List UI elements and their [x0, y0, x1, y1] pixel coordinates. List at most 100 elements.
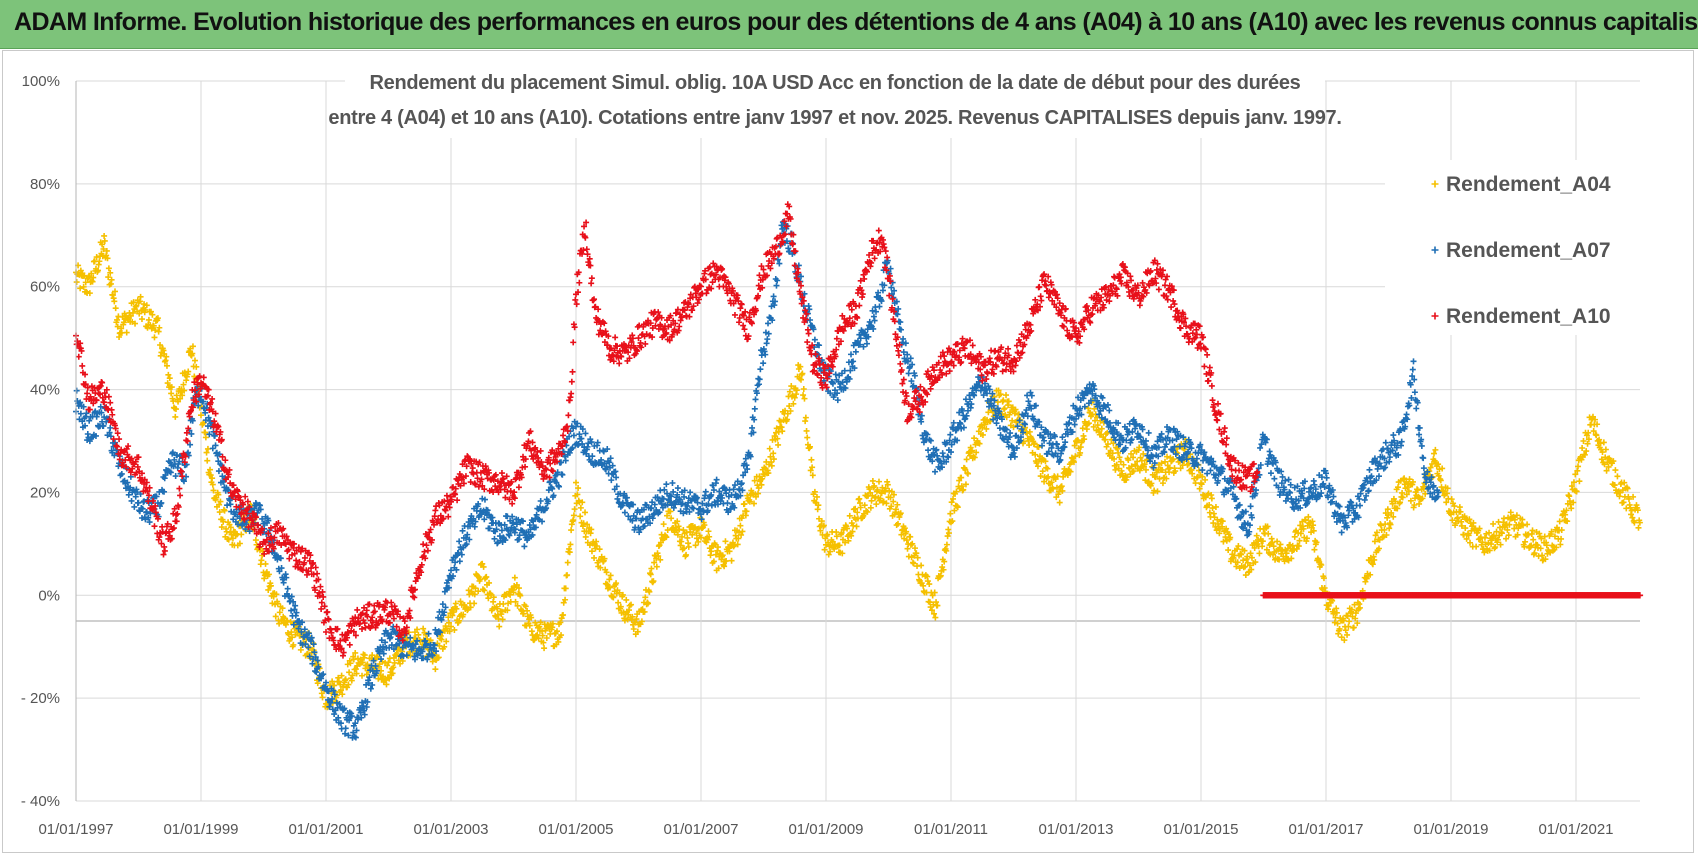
a04-point — [901, 525, 908, 532]
a04-point — [389, 670, 396, 677]
a04-point — [913, 550, 920, 557]
a04-point — [1576, 478, 1583, 485]
a04-point — [339, 691, 346, 698]
a04-point — [375, 675, 382, 682]
a04-point — [100, 246, 107, 253]
a04-point — [645, 600, 652, 607]
a04-point — [655, 553, 662, 560]
a04-point — [216, 509, 223, 516]
a04-point — [498, 608, 505, 615]
a04-point — [374, 653, 381, 660]
a04-point — [839, 550, 846, 557]
a04-point — [168, 390, 175, 397]
a04-point — [755, 490, 762, 497]
a04-point — [861, 502, 868, 509]
a04-point — [1382, 521, 1389, 528]
a04-point — [342, 676, 349, 683]
a04-point — [99, 241, 106, 248]
a04-point — [450, 609, 457, 616]
a07-point — [663, 481, 670, 488]
a04-point — [1311, 546, 1318, 553]
a04-point — [453, 605, 460, 612]
a04-point — [531, 636, 538, 643]
a04-point — [887, 494, 894, 501]
a04-point — [947, 510, 954, 517]
a10-point — [325, 616, 332, 623]
a04-point — [759, 475, 766, 482]
a07-point — [621, 509, 628, 516]
a04-point — [127, 312, 134, 319]
a04-point — [793, 387, 800, 394]
a04-point — [849, 528, 856, 535]
a04-point — [758, 481, 765, 488]
a07-point — [73, 387, 80, 394]
a04-point — [579, 499, 586, 506]
a04-point — [918, 562, 925, 569]
a07-point — [135, 499, 142, 506]
a04-point — [628, 601, 635, 608]
a04-point — [164, 380, 171, 387]
a04-point — [873, 501, 880, 508]
a04-point — [568, 527, 575, 534]
a07-point — [674, 485, 681, 492]
a04-point — [80, 283, 87, 290]
a04-point — [348, 677, 355, 684]
a04-point — [475, 588, 482, 595]
a04-point — [112, 305, 119, 312]
a04-point — [714, 544, 721, 551]
a04-point — [287, 618, 294, 625]
a04-point — [755, 485, 762, 492]
a04-point — [203, 449, 210, 456]
a04-point — [198, 412, 204, 419]
a04-point — [483, 573, 490, 580]
a04-point — [735, 535, 742, 542]
a04-point — [436, 642, 443, 649]
a04-point — [803, 427, 810, 434]
a04-point — [770, 456, 777, 463]
a04-point — [105, 265, 112, 272]
a04-point — [741, 500, 748, 507]
a04-point — [888, 488, 895, 495]
a04-point — [185, 368, 192, 375]
a04-point — [591, 554, 598, 561]
a04-point — [114, 316, 121, 323]
a04-point — [623, 596, 630, 603]
a04-point — [739, 528, 746, 535]
a07-point — [752, 396, 759, 403]
a04-point — [511, 574, 518, 581]
a07-point — [834, 397, 841, 404]
a04-point — [801, 395, 808, 402]
a04-point — [839, 536, 846, 543]
a04-point — [632, 619, 639, 626]
a04-point — [564, 559, 571, 566]
a10-point — [200, 374, 207, 381]
a04-point — [1001, 405, 1008, 412]
a04-point — [520, 610, 527, 617]
a04-point — [213, 494, 220, 501]
a04-point — [648, 565, 655, 572]
a04-point — [1473, 543, 1480, 550]
a04-point — [584, 521, 591, 528]
a07-point — [947, 431, 954, 438]
a04-point — [883, 500, 890, 507]
a04-point — [451, 626, 458, 633]
a04-point — [446, 628, 453, 635]
a04-point — [846, 512, 853, 519]
a04-point — [802, 414, 809, 421]
a04-point — [385, 659, 392, 666]
a07-point — [1338, 529, 1345, 536]
a04-point — [471, 600, 478, 607]
a04-point — [895, 520, 902, 527]
a04-point — [1212, 503, 1219, 510]
a07-point — [702, 488, 709, 495]
a04-point — [845, 537, 852, 544]
a04-point — [557, 619, 564, 626]
a07-point — [876, 303, 883, 310]
a04-point — [537, 619, 544, 626]
a04-point — [642, 594, 649, 601]
a04-point — [685, 543, 692, 550]
a04-point — [151, 334, 158, 341]
a04-point — [750, 500, 757, 507]
a07-point — [751, 405, 758, 412]
